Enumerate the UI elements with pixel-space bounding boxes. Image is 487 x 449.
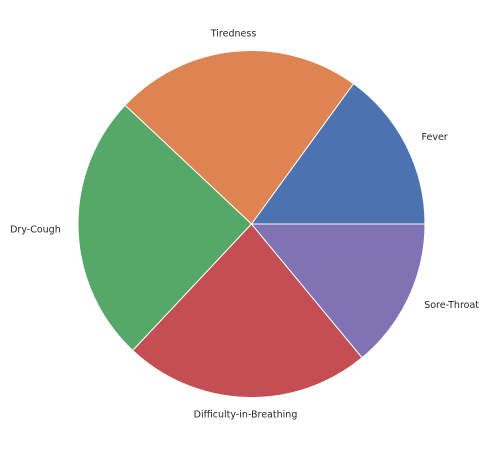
pie-slice-sore-throat xyxy=(251,223,426,359)
pie-slice-dry-cough xyxy=(77,104,252,351)
pie-label-sore-throat: Sore-Throat xyxy=(424,300,479,311)
pie-label-difficulty-in-breathing: Difficulty-in-Breathing xyxy=(194,409,298,420)
pie-slice-fever xyxy=(251,83,426,225)
pie-label-fever: Fever xyxy=(422,132,448,143)
pie-labels: Fever Tiredness Dry-Cough Difficulty-in-Bre… xyxy=(10,29,479,421)
pie-label-dry-cough: Dry-Cough xyxy=(10,224,61,235)
pie-slices xyxy=(77,50,426,398)
pie-slice-tiredness xyxy=(124,50,354,225)
pie-slice-difficulty-in-breathing xyxy=(132,223,363,398)
pie-label-tiredness: Tiredness xyxy=(210,29,257,40)
